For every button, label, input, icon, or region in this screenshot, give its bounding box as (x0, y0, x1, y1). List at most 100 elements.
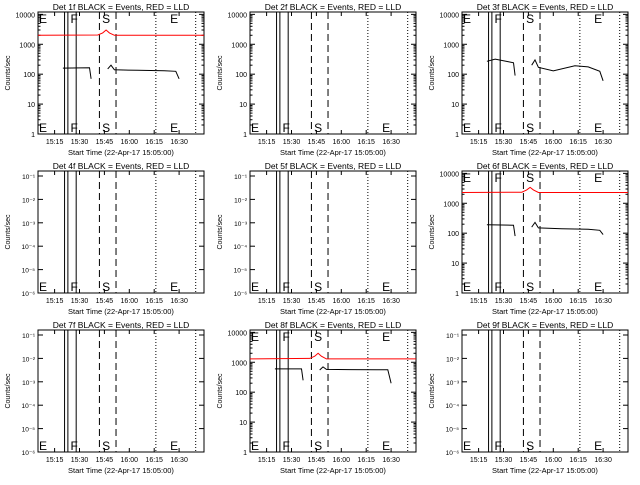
panel-det-8: Det 8f BLACK = Events, RED = LLD Counts/s… (217, 320, 417, 475)
y-tick-label: 10⁻⁵ (22, 268, 36, 275)
x-tick-label: 15:15 (46, 298, 64, 305)
marker-label-top: E (463, 171, 471, 185)
series-line-events (531, 58, 604, 81)
panel-title: Det 5f BLACK = Events, RED = LLD (265, 161, 402, 171)
x-tick-label: 16:15 (569, 457, 587, 464)
marker-label: E (39, 439, 47, 453)
marker-label-top: E (39, 12, 47, 26)
y-tick-label: 10⁻³ (446, 380, 460, 387)
y-axis-label: Counts/sec (217, 214, 224, 250)
marker-label-top: E (170, 12, 178, 26)
x-axis-label: Start Time (22-Apr-17 15:05:00) (492, 148, 598, 157)
y-tick-label: 10⁻⁶ (446, 450, 460, 457)
plot-frame (249, 170, 417, 294)
x-tick-label: 16:00 (333, 298, 351, 305)
y-tick-label: 10⁻¹ (22, 333, 36, 340)
y-axis-label: Counts/sec (217, 373, 224, 409)
x-tick-label: 15:30 (283, 457, 301, 464)
marker-label: E (251, 439, 259, 453)
x-tick-label: 16:30 (170, 139, 188, 146)
panel-det-5: Det 5f BLACK = Events, RED = LLD Counts/s… (217, 161, 417, 316)
y-tick-label: 10⁻⁶ (22, 291, 36, 298)
series-line-events (62, 67, 92, 79)
y-axis-label: Counts/sec (429, 214, 436, 250)
marker-label: S (102, 280, 110, 294)
y-axis-label: Counts/sec (217, 55, 224, 91)
marker-label: S (314, 439, 322, 453)
y-tick-label: 10⁻⁴ (234, 244, 248, 251)
x-axis-label: Start Time (22-Apr-17 15:05:00) (280, 148, 386, 157)
y-tick-label: 10⁻⁴ (22, 244, 36, 251)
y-tick-label: 1 (455, 132, 459, 139)
y-tick-label: 10000 (440, 12, 460, 19)
x-tick-label: 16:15 (145, 457, 163, 464)
series-line-events (531, 221, 604, 235)
plot-frame (249, 329, 417, 453)
marker-label: E (594, 121, 602, 135)
marker-label-top: S (102, 12, 110, 26)
marker-label: F (283, 121, 290, 135)
x-tick-label: 15:15 (258, 298, 276, 305)
y-tick-label: 1 (455, 291, 459, 298)
marker-label: E (251, 121, 259, 135)
marker-label: F (71, 121, 78, 135)
plot-frame (249, 11, 417, 135)
marker-label: S (102, 121, 110, 135)
x-axis-label: Start Time (22-Apr-17 15:05:00) (492, 466, 598, 475)
marker-label-top: E (594, 12, 602, 26)
y-tick-label: 10⁻¹ (446, 333, 460, 340)
y-tick-label: 10⁻² (22, 197, 36, 204)
x-axis-label: Start Time (22-Apr-17 15:05:00) (492, 307, 598, 316)
marker-label: E (463, 280, 471, 294)
x-tick-label: 16:15 (357, 298, 375, 305)
y-tick-label: 10⁻¹ (234, 174, 248, 181)
x-tick-label: 16:15 (145, 298, 163, 305)
x-tick-label: 15:45 (520, 298, 538, 305)
marker-label: E (463, 121, 471, 135)
x-tick-label: 16:00 (333, 457, 351, 464)
x-tick-label: 15:15 (470, 298, 488, 305)
y-tick-label: 10 (451, 261, 459, 268)
plot-frame (461, 11, 629, 135)
marker-label: F (71, 280, 78, 294)
x-tick-label: 16:30 (170, 298, 188, 305)
marker-label: S (526, 121, 534, 135)
y-tick-label: 100 (23, 72, 35, 79)
panel-det-2: Det 2f BLACK = Events, RED = LLD Counts/s… (217, 2, 417, 157)
x-tick-label: 15:30 (495, 457, 513, 464)
y-tick-label: 10 (239, 102, 247, 109)
y-tick-label: 1000 (231, 42, 247, 49)
plot-frame (461, 170, 629, 294)
x-tick-label: 16:15 (569, 298, 587, 305)
series-line-lld (249, 352, 416, 360)
x-tick-label: 15:45 (520, 139, 538, 146)
x-tick-label: 16:30 (382, 139, 400, 146)
panel-title: Det 8f BLACK = Events, RED = LLD (265, 320, 402, 330)
y-tick-label: 1000 (19, 42, 35, 49)
marker-label: F (71, 439, 78, 453)
marker-label-top: E (382, 330, 390, 344)
x-axis-label: Start Time (22-Apr-17 15:05:00) (68, 307, 174, 316)
marker-label-top: S (526, 171, 534, 185)
x-tick-label: 16:00 (545, 298, 563, 305)
marker-label-top: E (594, 171, 602, 185)
x-tick-label: 15:45 (96, 139, 114, 146)
y-tick-label: 100 (235, 390, 247, 397)
y-tick-label: 1 (243, 450, 247, 457)
x-tick-label: 15:30 (283, 139, 301, 146)
x-tick-label: 15:45 (520, 457, 538, 464)
y-tick-label: 10000 (228, 330, 248, 337)
y-tick-label: 1 (243, 132, 247, 139)
marker-label: E (594, 280, 602, 294)
x-tick-label: 15:45 (308, 298, 326, 305)
panel-title: Det 1f BLACK = Events, RED = LLD (53, 2, 190, 12)
y-tick-label: 10⁻¹ (22, 174, 36, 181)
series-line-events (107, 64, 180, 80)
x-tick-label: 16:00 (121, 457, 139, 464)
x-tick-label: 16:00 (121, 298, 139, 305)
y-axis-label: Counts/sec (429, 55, 436, 91)
panel-det-4: Det 4f BLACK = Events, RED = LLD Counts/s… (5, 161, 205, 316)
x-tick-label: 16:00 (333, 139, 351, 146)
